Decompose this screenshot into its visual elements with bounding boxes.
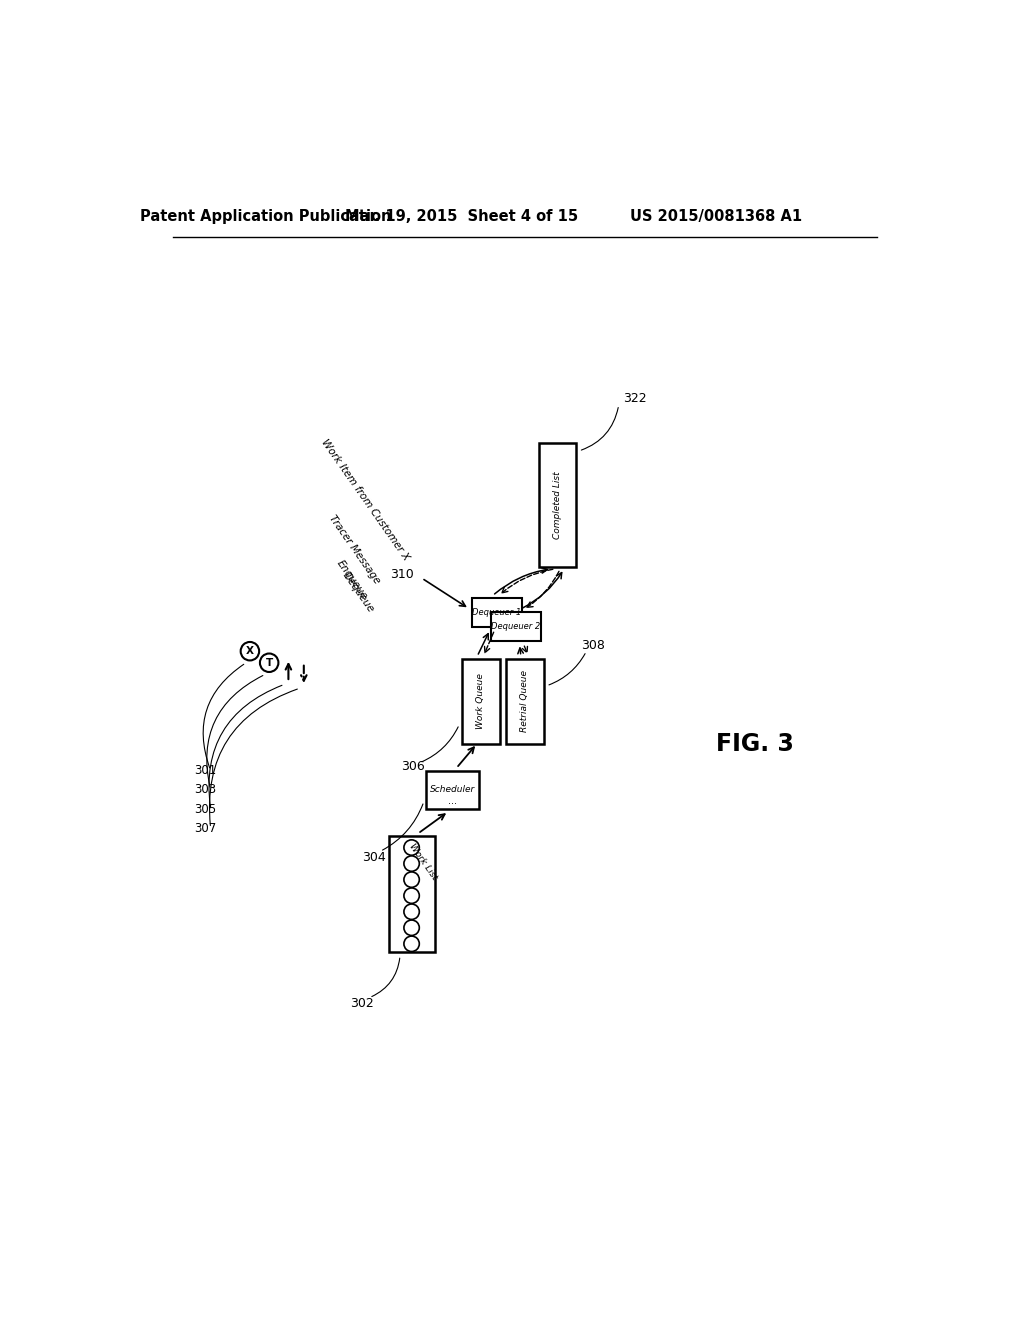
Circle shape bbox=[403, 888, 419, 903]
Bar bbox=[540, 444, 577, 566]
Text: Scheduler: Scheduler bbox=[430, 785, 475, 795]
Text: 301: 301 bbox=[194, 764, 216, 777]
Bar bbox=[490, 612, 541, 642]
Text: ...: ... bbox=[447, 796, 457, 805]
Text: T: T bbox=[265, 657, 272, 668]
Text: 305: 305 bbox=[194, 803, 216, 816]
Circle shape bbox=[403, 904, 419, 920]
Text: 306: 306 bbox=[401, 760, 425, 774]
Circle shape bbox=[403, 855, 419, 871]
Text: Dequeuer 2: Dequeuer 2 bbox=[490, 622, 541, 631]
Text: X: X bbox=[246, 647, 254, 656]
Circle shape bbox=[241, 642, 259, 660]
Bar bbox=[462, 659, 500, 743]
Text: 304: 304 bbox=[362, 851, 386, 865]
Circle shape bbox=[403, 920, 419, 936]
Text: 303: 303 bbox=[194, 783, 216, 796]
Text: Work List: Work List bbox=[408, 842, 439, 882]
Text: 302: 302 bbox=[349, 998, 374, 1010]
Text: 308: 308 bbox=[581, 639, 604, 652]
Text: 310: 310 bbox=[390, 568, 414, 581]
Circle shape bbox=[403, 873, 419, 887]
Text: Patent Application Publication: Patent Application Publication bbox=[139, 209, 391, 223]
Text: Work Queue: Work Queue bbox=[476, 673, 485, 729]
Text: FIG. 3: FIG. 3 bbox=[716, 731, 794, 755]
Bar bbox=[506, 659, 544, 743]
Circle shape bbox=[260, 653, 279, 672]
Text: 322: 322 bbox=[623, 392, 646, 405]
Circle shape bbox=[403, 936, 419, 952]
Text: Retrial Queue: Retrial Queue bbox=[520, 671, 529, 733]
Text: Enqueue: Enqueue bbox=[335, 558, 369, 601]
Text: Work Item from Customer X: Work Item from Customer X bbox=[319, 438, 411, 562]
Text: Dequeue: Dequeue bbox=[341, 570, 376, 614]
Bar bbox=[388, 836, 435, 952]
Bar bbox=[472, 598, 521, 627]
Text: Tracer Message: Tracer Message bbox=[327, 513, 382, 586]
Bar bbox=[426, 771, 478, 809]
Text: US 2015/0081368 A1: US 2015/0081368 A1 bbox=[630, 209, 802, 223]
Text: 307: 307 bbox=[194, 822, 216, 834]
Text: Mar. 19, 2015  Sheet 4 of 15: Mar. 19, 2015 Sheet 4 of 15 bbox=[345, 209, 579, 223]
Text: Dequeuer 1: Dequeuer 1 bbox=[472, 609, 521, 618]
Text: Completed List: Completed List bbox=[553, 471, 562, 539]
Circle shape bbox=[403, 840, 419, 855]
